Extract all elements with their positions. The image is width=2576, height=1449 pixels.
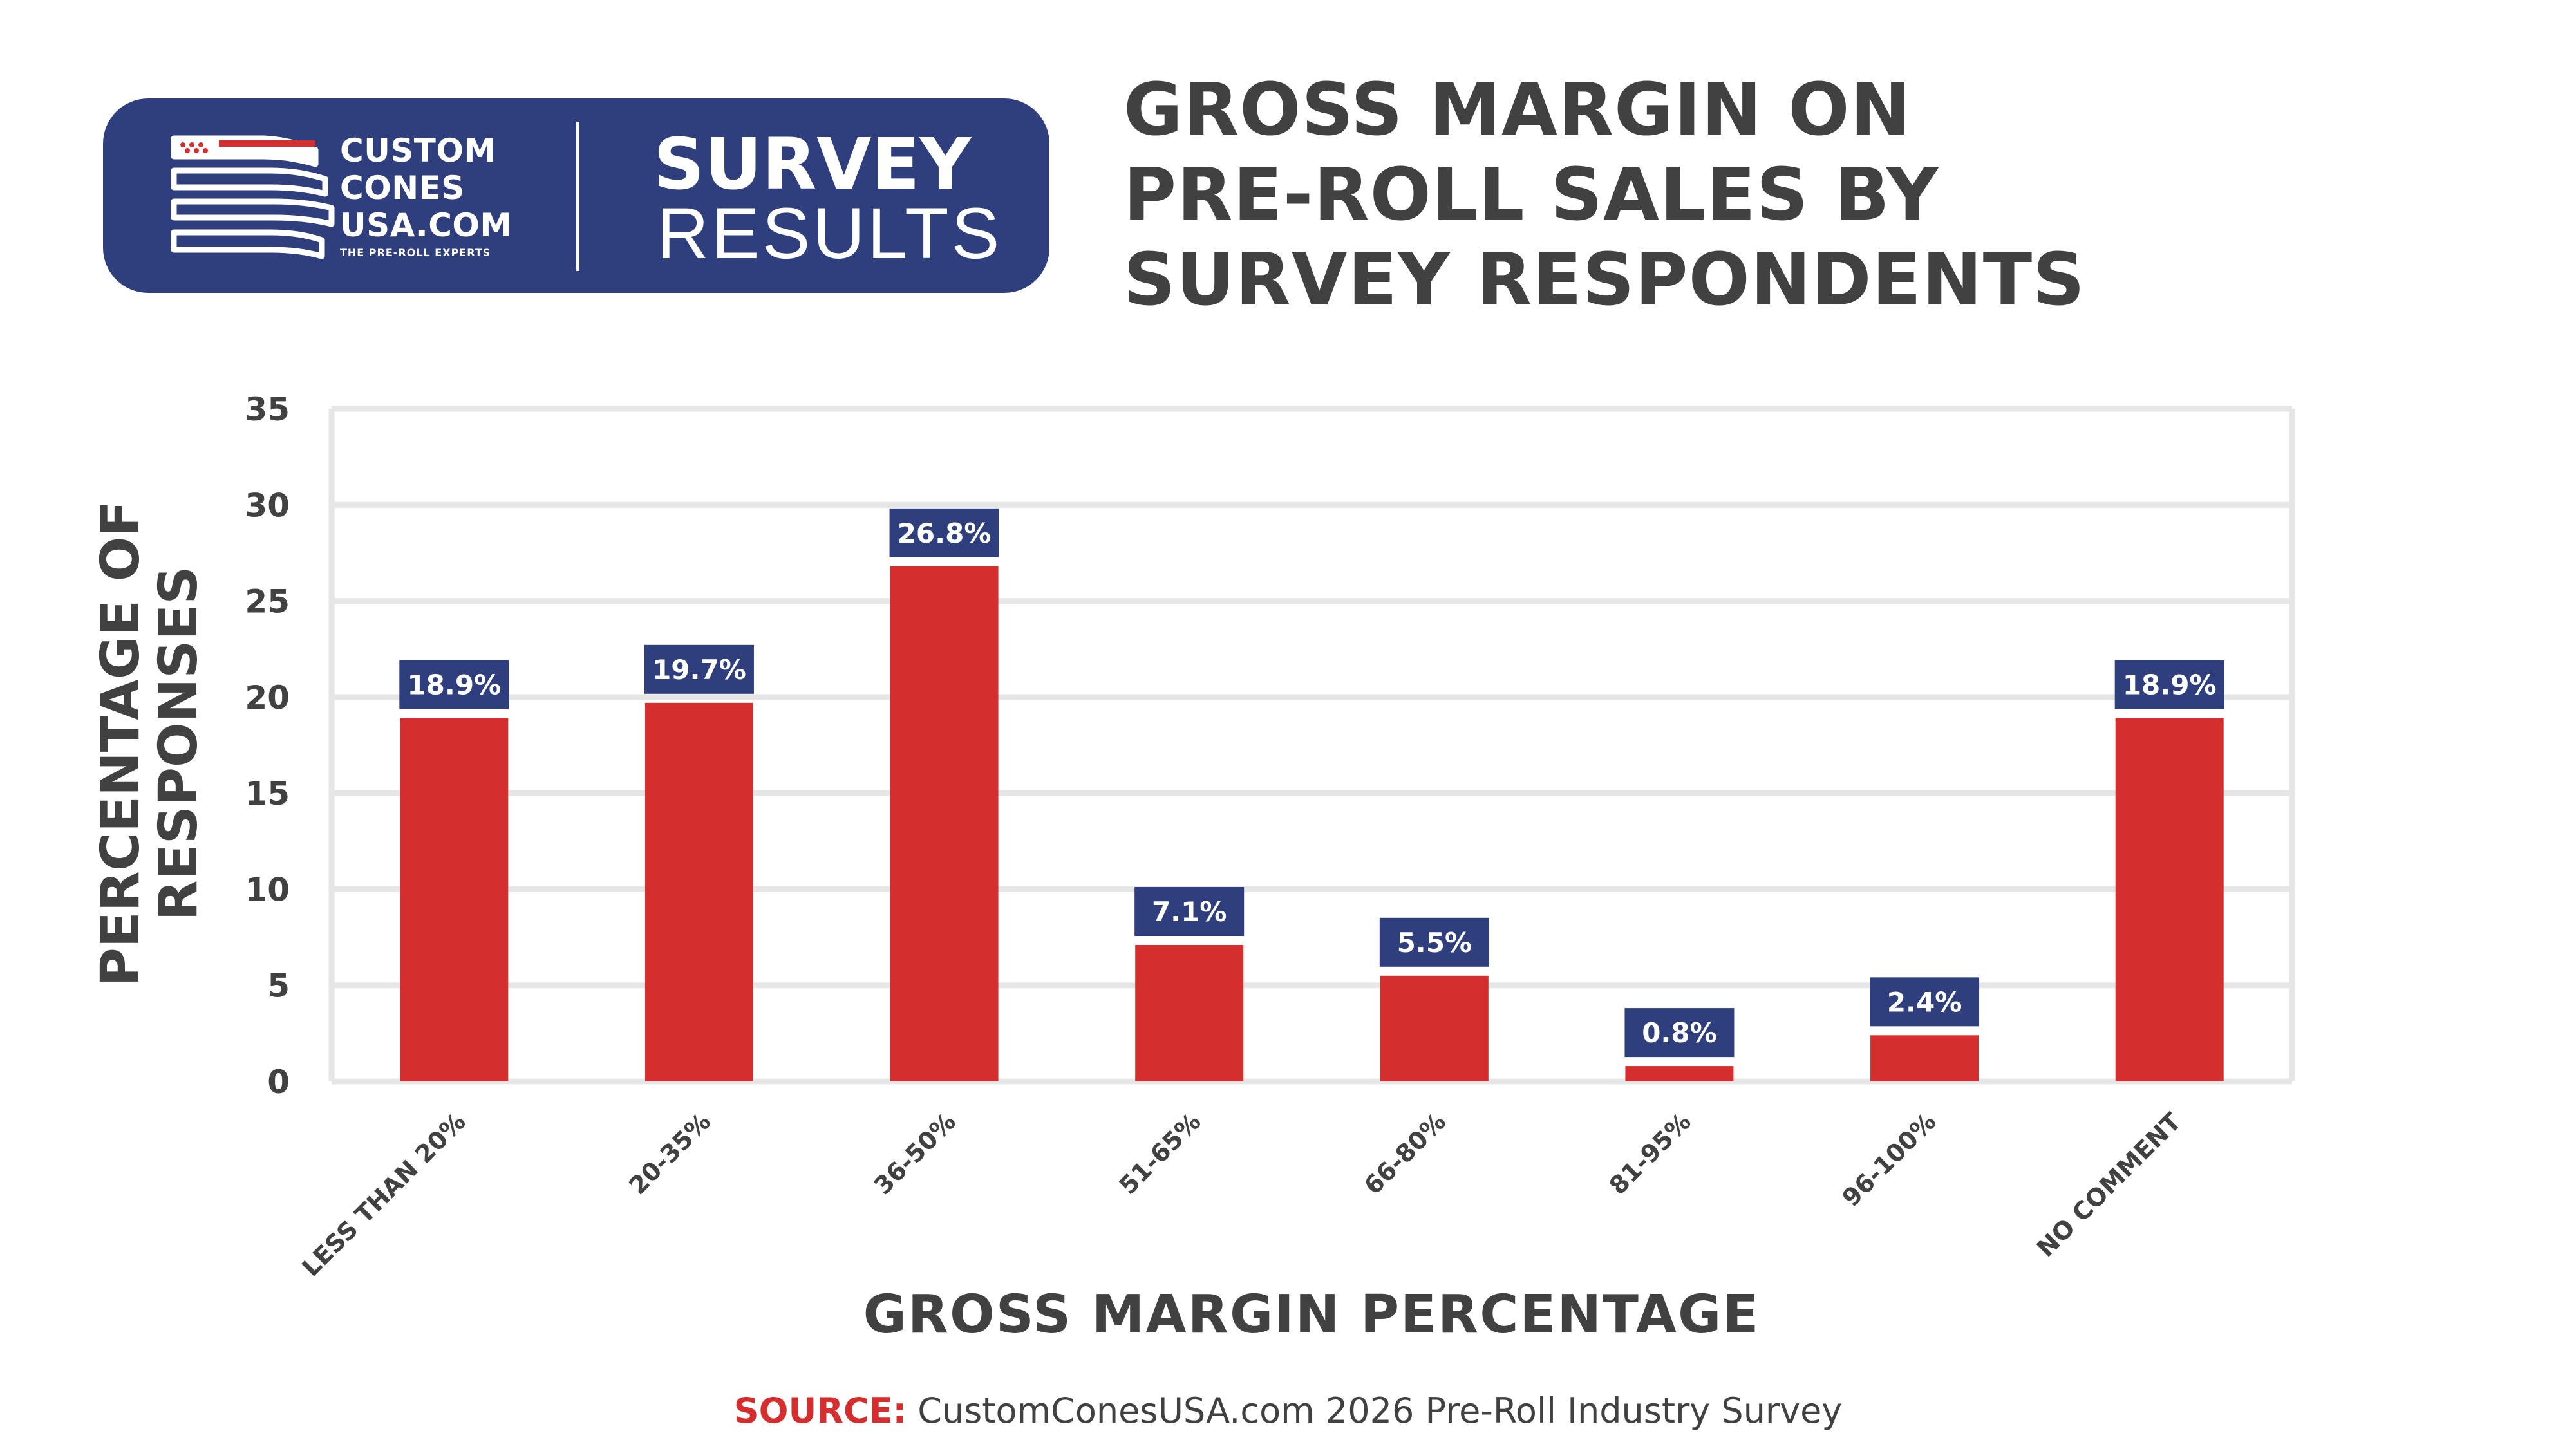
brand-line-3: USA.COM	[340, 207, 512, 244]
x-tick-label: NO COMMENT	[2031, 1107, 2186, 1262]
data-label-5: 0.8%	[1642, 1017, 1716, 1049]
y-tick-label: 25	[245, 583, 290, 621]
bar-chart: 0 5 10 15 20 25 30 35 18.9% 19.7% 26.8% 7.1% 5.5% 0.…	[90, 391, 2295, 1345]
x-tick-label: 20-35%	[623, 1107, 716, 1200]
y-tick-label: 30	[245, 487, 290, 524]
x-axis-title: GROSS MARGIN PERCENTAGE	[863, 1284, 1760, 1345]
data-label-box-3	[1134, 887, 1245, 937]
y-tick-label: 0	[267, 1063, 290, 1101]
data-label-2: 26.8%	[898, 518, 992, 549]
y-tick-label: 10	[245, 871, 290, 908]
y-tick-label: 20	[245, 679, 290, 716]
chart-title-line-2: PRE-ROLL SALES BY	[1123, 153, 1939, 237]
data-label-box-7	[2114, 660, 2224, 709]
bar-1	[644, 702, 753, 1081]
axis-titles: GROSS MARGIN PERCENTAGE PERCENTAGE OFRESP…	[90, 501, 1760, 1345]
source-note: SOURCE: CustomConesUSA.com 2026 Pre-Roll…	[0, 1390, 2576, 1431]
brand-line-2: CONES	[340, 169, 465, 207]
bars	[400, 566, 2224, 1081]
x-tick-label: 96-100%	[1837, 1107, 1942, 1212]
x-tick-label: 81-95%	[1604, 1107, 1697, 1200]
data-label-3: 7.1%	[1152, 896, 1227, 928]
x-tick-label: 66-80%	[1359, 1107, 1451, 1200]
y-axis-ticks: 0 5 10 15 20 25 30 35	[245, 391, 290, 1101]
brand-tagline: THE PRE-ROLL EXPERTS	[340, 247, 491, 259]
brand-name: CUSTOM CONES USA.COM THE PRE-ROLL EXPERT…	[340, 132, 512, 261]
x-tick-label: LESS THAN 20%	[296, 1107, 471, 1282]
badge-divider	[576, 122, 579, 271]
cones-logo-icon	[171, 135, 335, 259]
y-tick-label: 5	[267, 968, 290, 1005]
y-tick-label: 15	[245, 775, 290, 812]
chart-title: GROSS MARGIN ON PRE-ROLL SALES BY SURVEY…	[1123, 68, 2347, 323]
data-label-box-5	[1624, 1008, 1735, 1058]
survey-results-badge: CUSTOM CONES USA.COM THE PRE-ROLL EXPERT…	[103, 98, 1049, 293]
bar-3	[1135, 945, 1244, 1081]
bar-4	[1380, 975, 1489, 1081]
x-tick-label: 36-50%	[869, 1107, 961, 1200]
data-label-box-6	[1870, 977, 1980, 1027]
data-label-1: 19.7%	[652, 654, 746, 686]
chart-title-line-3: SURVEY RESPONDENTS	[1123, 238, 2085, 322]
bar-2	[890, 566, 999, 1081]
y-axis-title-line-1: PERCENTAGE OF	[90, 501, 151, 987]
data-label-7: 18.9%	[2123, 669, 2217, 701]
chart-title-line-1: GROSS MARGIN ON	[1123, 68, 1912, 152]
badge-title: SURVEY	[653, 123, 972, 205]
data-label-box-2	[889, 508, 999, 557]
y-axis-title-line-2: RESPONSES	[148, 566, 209, 921]
data-label-0: 18.9%	[407, 669, 501, 701]
bar-6	[1870, 1035, 1979, 1081]
data-labels: 18.9% 19.7% 26.8% 7.1% 5.5% 0.8% 2.4% 18.9%	[399, 508, 2224, 1058]
source-text: CustomConesUSA.com 2026 Pre-Roll Industr…	[907, 1390, 1843, 1431]
brand-line-1: CUSTOM	[340, 132, 496, 169]
y-tick-label: 35	[245, 391, 290, 428]
data-label-box-4	[1379, 917, 1489, 967]
source-label: SOURCE:	[733, 1390, 907, 1431]
bar-7	[2115, 718, 2224, 1081]
bar-0	[400, 718, 509, 1081]
data-label-4: 5.5%	[1397, 927, 1472, 958]
badge-subtitle: RESULTS	[657, 193, 1002, 274]
x-tick-label: 51-65%	[1114, 1107, 1207, 1200]
data-label-box-1	[644, 644, 754, 694]
data-label-box-0	[399, 660, 509, 709]
bar-5	[1625, 1066, 1734, 1081]
grid-lines	[328, 406, 2295, 1085]
data-label-6: 2.4%	[1887, 986, 1962, 1018]
x-axis-ticks: LESS THAN 20% 20-35% 36-50% 51-65% 66-80% 81-…	[296, 1107, 2186, 1282]
